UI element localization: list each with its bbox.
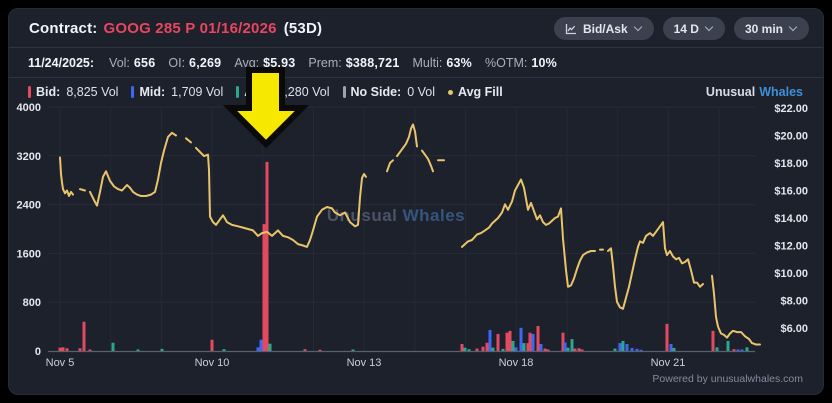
- legend-value: 2,280 Vol: [277, 85, 330, 99]
- toolbar: Bid/Ask 14 D 30 min: [553, 17, 809, 40]
- contract-card: Contract: GOOG 285 P 01/16/2026 (53D) Bid/…: [8, 8, 824, 395]
- ask-marker: [236, 86, 240, 98]
- legend-value: 8,825 Vol: [66, 85, 119, 99]
- legend-item-bid[interactable]: Bid: 8,825 Vol: [28, 85, 118, 99]
- interval-dropdown[interactable]: 30 min: [733, 17, 809, 40]
- stat-avg: Avg: $5.93: [234, 56, 296, 70]
- legend-label: Mid:: [139, 85, 166, 99]
- unusual-whales-link[interactable]: Unusual Whales: [706, 85, 803, 99]
- legend-item-avg-fill[interactable]: Avg Fill: [448, 85, 503, 99]
- stat-prem: Prem: $388,721: [308, 56, 400, 70]
- divider: [9, 77, 823, 78]
- bid-marker: [28, 86, 31, 98]
- legend-item-mid[interactable]: Mid: 1,709 Vol: [131, 85, 223, 99]
- legend-value: 1,709 Vol: [171, 85, 224, 99]
- stat-otm: %OTM: 10%: [485, 56, 557, 70]
- legend-label: Ask:: [244, 85, 272, 99]
- legend-value: 0 Vol: [407, 85, 436, 99]
- brand-word-2: Whales: [759, 85, 803, 99]
- header: Contract: GOOG 285 P 01/16/2026 (53D) Bid/…: [9, 9, 823, 47]
- contract-dte: (53D): [283, 20, 323, 37]
- mid-marker: [131, 86, 135, 98]
- legend-label: Avg Fill: [458, 85, 503, 99]
- chevron-down-icon: [789, 23, 798, 32]
- no-side-marker: [342, 86, 346, 98]
- stat-vol: Vol: 656: [109, 56, 156, 70]
- legend-row: Bid: 8,825 Vol Mid: 1,709 Vol Ask: 2,280 Vol N…: [9, 78, 823, 99]
- divider: [9, 47, 823, 48]
- line-chart-icon: [565, 23, 576, 34]
- contract-name: GOOG 285 P 01/16/2026: [103, 20, 277, 37]
- stat-oi: OI: 6,269: [168, 56, 222, 70]
- stat-multi: Multi: 63%: [412, 56, 472, 70]
- legend-item-ask[interactable]: Ask: 2,280 Vol: [236, 85, 330, 99]
- legend-label: No Side:: [350, 85, 402, 99]
- powered-by-text: Powered by unusualwhales.com: [652, 373, 803, 385]
- legend-item-no-side[interactable]: No Side: 0 Vol: [342, 85, 436, 99]
- range-dropdown-label: 14 D: [673, 21, 699, 36]
- avg-fill-marker: [448, 89, 454, 95]
- legend-label: Bid:: [36, 85, 61, 99]
- chevron-down-icon: [634, 23, 643, 32]
- contract-label: Contract:: [29, 20, 98, 37]
- interval-dropdown-label: 30 min: [744, 21, 783, 36]
- bid-ask-dropdown-label: Bid/Ask: [582, 21, 628, 36]
- page-title: Contract: GOOG 285 P 01/16/2026 (53D): [29, 20, 322, 37]
- range-dropdown[interactable]: 14 D: [662, 17, 725, 40]
- stats-date: 11/24/2025:: [28, 56, 95, 70]
- bid-ask-dropdown[interactable]: Bid/Ask: [553, 17, 654, 40]
- legend: Bid: 8,825 Vol Mid: 1,709 Vol Ask: 2,280 Vol N…: [28, 85, 503, 99]
- brand-word-1: Unusual: [705, 85, 756, 99]
- stats-row: 11/24/2025: Vol: 656 OI: 6,269 Avg: $5.93 Prem…: [9, 48, 823, 77]
- chevron-down-icon: [705, 23, 714, 32]
